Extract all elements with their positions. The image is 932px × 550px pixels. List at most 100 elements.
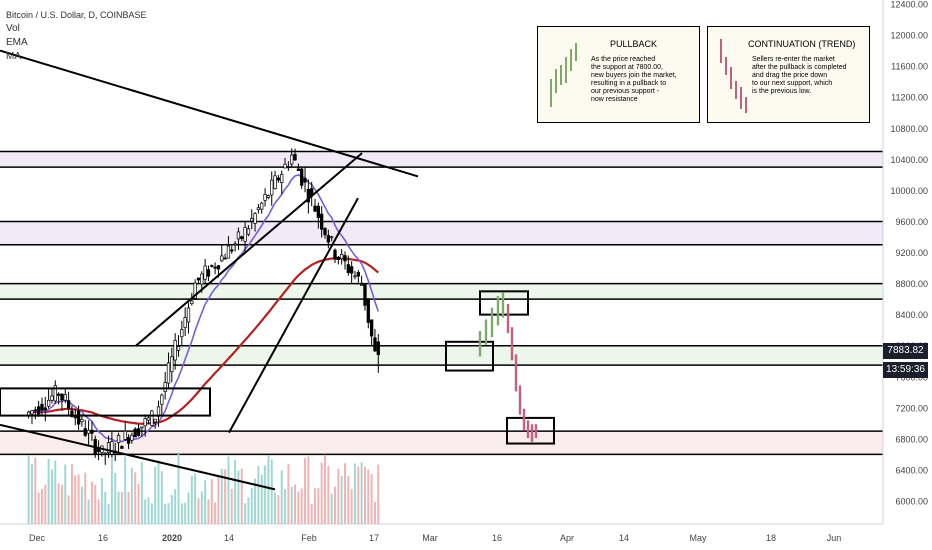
- volume-bar: [170, 494, 173, 524]
- candle-body: [193, 282, 197, 299]
- volume-bar: [257, 466, 260, 524]
- candle-body: [133, 428, 137, 438]
- volume-bar: [34, 457, 37, 524]
- volume-bar: [77, 474, 80, 524]
- volume-bar: [167, 503, 170, 524]
- candle-body: [53, 385, 57, 402]
- volume-bar: [254, 478, 257, 524]
- volume-bar: [117, 491, 120, 524]
- candle-body: [280, 174, 284, 183]
- volume-bar: [27, 455, 30, 524]
- volume-bar: [37, 492, 40, 524]
- volume-bar: [300, 488, 303, 524]
- price-tick-label: 9600.00: [895, 217, 928, 227]
- volume-bar: [343, 463, 346, 524]
- indicator-ema[interactable]: EMA: [6, 37, 28, 48]
- candle-body: [186, 307, 191, 323]
- volume-bar: [47, 458, 50, 524]
- time-tick-label: Dec: [29, 533, 46, 543]
- time-tick-label: May: [689, 533, 707, 543]
- volume-bar: [160, 471, 163, 524]
- candle-body: [366, 298, 370, 323]
- volume-bar: [110, 455, 113, 524]
- candle-body: [290, 154, 294, 165]
- projection-pullback-candle: [496, 296, 500, 326]
- candle-body: [180, 329, 184, 338]
- volume-bar: [294, 484, 297, 524]
- indicator-vol[interactable]: Vol: [6, 23, 20, 34]
- candle-body: [173, 340, 177, 361]
- price-tick-label: 6400.00: [895, 465, 928, 475]
- volume-bar: [377, 464, 380, 524]
- price-tick-label: 7200.00: [895, 403, 928, 413]
- volume-bar: [127, 491, 130, 524]
- volume-bar: [290, 486, 293, 524]
- support-resistance-zone: [0, 431, 883, 455]
- volume-bar: [174, 489, 177, 524]
- volume-bar: [184, 502, 187, 524]
- candle-body: [260, 202, 264, 210]
- volume-bar: [370, 474, 373, 524]
- candle-body: [266, 195, 271, 198]
- candle-body: [130, 434, 134, 441]
- volume-bar: [304, 457, 307, 524]
- candle-body: [60, 393, 64, 401]
- volume-bar: [270, 459, 273, 524]
- time-tick-label: 16: [492, 533, 502, 543]
- volume-bar: [214, 502, 217, 524]
- volume-bar: [100, 478, 103, 524]
- indicator-ma[interactable]: MA: [6, 51, 21, 62]
- candle-body: [220, 255, 224, 262]
- volume-bar: [84, 472, 87, 524]
- candle-body: [66, 400, 71, 409]
- volume-bar: [274, 492, 277, 524]
- volume-bar: [350, 489, 353, 524]
- candle-body: [373, 337, 377, 352]
- ema-line: [28, 174, 380, 443]
- volume-bar: [297, 491, 300, 524]
- candle-body: [316, 205, 320, 218]
- candle-body: [126, 437, 131, 444]
- projection-continuation-candle: [518, 385, 522, 415]
- candle-body: [206, 269, 211, 277]
- candle-body: [30, 410, 34, 415]
- candle-body: [73, 416, 77, 419]
- price-tick-label: 11600.00: [891, 62, 928, 72]
- volume-bar: [307, 456, 310, 524]
- candle-body: [43, 407, 47, 411]
- candle-body: [263, 194, 267, 201]
- candle-body: [36, 406, 41, 415]
- countdown-tag: 13:59:36: [883, 362, 928, 378]
- volume-bar: [324, 454, 327, 524]
- price-tick-label: 10000.00: [890, 186, 928, 196]
- mini-pullback-candle: [555, 69, 557, 93]
- candle-body: [183, 317, 187, 328]
- continuation-mini-chart: [720, 39, 747, 113]
- chart-legend: Bitcoin / U.S. Dollar, D, COINBASE Vol E…: [6, 8, 147, 64]
- candle-body: [110, 441, 114, 455]
- last-price-tag: 7883.82: [883, 343, 928, 359]
- volume-bar: [30, 464, 33, 524]
- symbol-title[interactable]: Bitcoin / U.S. Dollar, D, COINBASE: [6, 10, 147, 20]
- candle-body: [50, 395, 54, 401]
- candle-body: [293, 154, 297, 161]
- volume-bar: [164, 503, 167, 524]
- pullback-note[interactable]: PULLBACK As the price reached the suppor…: [537, 26, 700, 123]
- volume-bar: [44, 484, 47, 524]
- price-tick-label: 12000.00: [890, 31, 928, 41]
- volume-bar: [277, 495, 280, 524]
- candle-body: [346, 264, 350, 274]
- candle-body: [116, 435, 121, 444]
- volume-bar: [217, 475, 220, 524]
- continuation-note[interactable]: CONTINUATION (TREND) Sellers re-enter th…: [707, 26, 870, 123]
- candle-body: [306, 188, 311, 203]
- projection-pullback-candle: [490, 307, 494, 338]
- price-tick-label: 10400.00: [890, 155, 928, 165]
- volume-bar: [130, 467, 133, 524]
- candle-body: [353, 275, 357, 278]
- candle-body: [250, 218, 254, 222]
- candle-body: [86, 429, 91, 434]
- candle-body: [40, 403, 44, 411]
- time-tick-label: Apr: [560, 533, 574, 543]
